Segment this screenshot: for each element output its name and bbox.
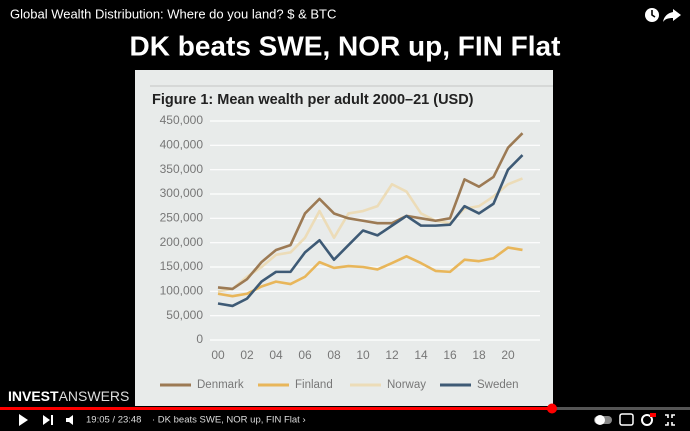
autoplay-toggle[interactable] <box>594 415 612 425</box>
y-tick-label: 100,000 <box>160 284 204 298</box>
subtitles-button[interactable] <box>619 413 634 426</box>
data-line <box>217 154 524 308</box>
x-tick-label: 16 <box>443 348 457 362</box>
x-tick-label: 20 <box>501 348 515 362</box>
x-tick-label: 18 <box>472 348 486 362</box>
y-tick-label: 250,000 <box>160 211 204 225</box>
next-button[interactable] <box>43 415 53 425</box>
y-tick-label: 350,000 <box>160 162 204 176</box>
x-tick-label: 12 <box>385 348 399 362</box>
chapter-label[interactable]: · DK beats SWE, NOR up, FIN Flat › <box>152 415 306 426</box>
legend-label: Sweden <box>477 379 519 391</box>
progress-scrubber[interactable] <box>547 403 557 414</box>
hd-badge <box>650 413 656 417</box>
video-title[interactable]: Global Wealth Distribution: Where do you… <box>10 6 336 21</box>
play-button[interactable] <box>19 414 28 426</box>
volume-button[interactable] <box>66 415 73 425</box>
y-tick-label: 150,000 <box>160 259 204 273</box>
fullscreen-button[interactable] <box>665 414 675 426</box>
x-tick-label: 00 <box>211 348 225 362</box>
data-line <box>217 177 523 293</box>
channel-logo: INVESTANSWERS <box>8 388 129 404</box>
logo-light: ANSWERS <box>59 388 130 404</box>
x-tick-label: 02 <box>240 348 254 362</box>
overlay-heading: DK beats SWE, NOR up, FIN Flat <box>130 30 561 61</box>
x-tick-label: 10 <box>356 348 370 362</box>
time-display: 19:05 / 23:48 <box>86 415 141 426</box>
data-line <box>217 246 523 298</box>
chart-title: Figure 1: Mean wealth per adult 2000–21 … <box>152 92 474 108</box>
settings-button[interactable] <box>641 414 653 426</box>
x-tick-label: 06 <box>298 348 312 362</box>
y-tick-label: 0 <box>196 332 203 346</box>
data-line <box>217 132 524 291</box>
progress-played <box>0 407 552 410</box>
legend-label: Norway <box>387 379 426 391</box>
chart-image <box>135 70 553 406</box>
legend-label: Denmark <box>197 379 244 391</box>
y-tick-label: 400,000 <box>160 138 204 152</box>
y-tick-label: 200,000 <box>160 235 204 249</box>
x-tick-label: 14 <box>414 348 428 362</box>
y-tick-label: 450,000 <box>160 113 204 127</box>
watch-later-icon[interactable] <box>645 8 659 22</box>
legend-label: Finland <box>295 379 333 391</box>
x-tick-label: 04 <box>269 348 283 362</box>
y-tick-label: 300,000 <box>160 186 204 200</box>
share-icon[interactable] <box>663 9 681 22</box>
logo-bold: INVEST <box>8 388 59 404</box>
plot: 0 50,000 100,000 150,000 200,000 250,000 300,0… <box>160 113 540 391</box>
x-tick-label: 08 <box>327 348 341 362</box>
y-tick-label: 50,000 <box>166 308 203 322</box>
